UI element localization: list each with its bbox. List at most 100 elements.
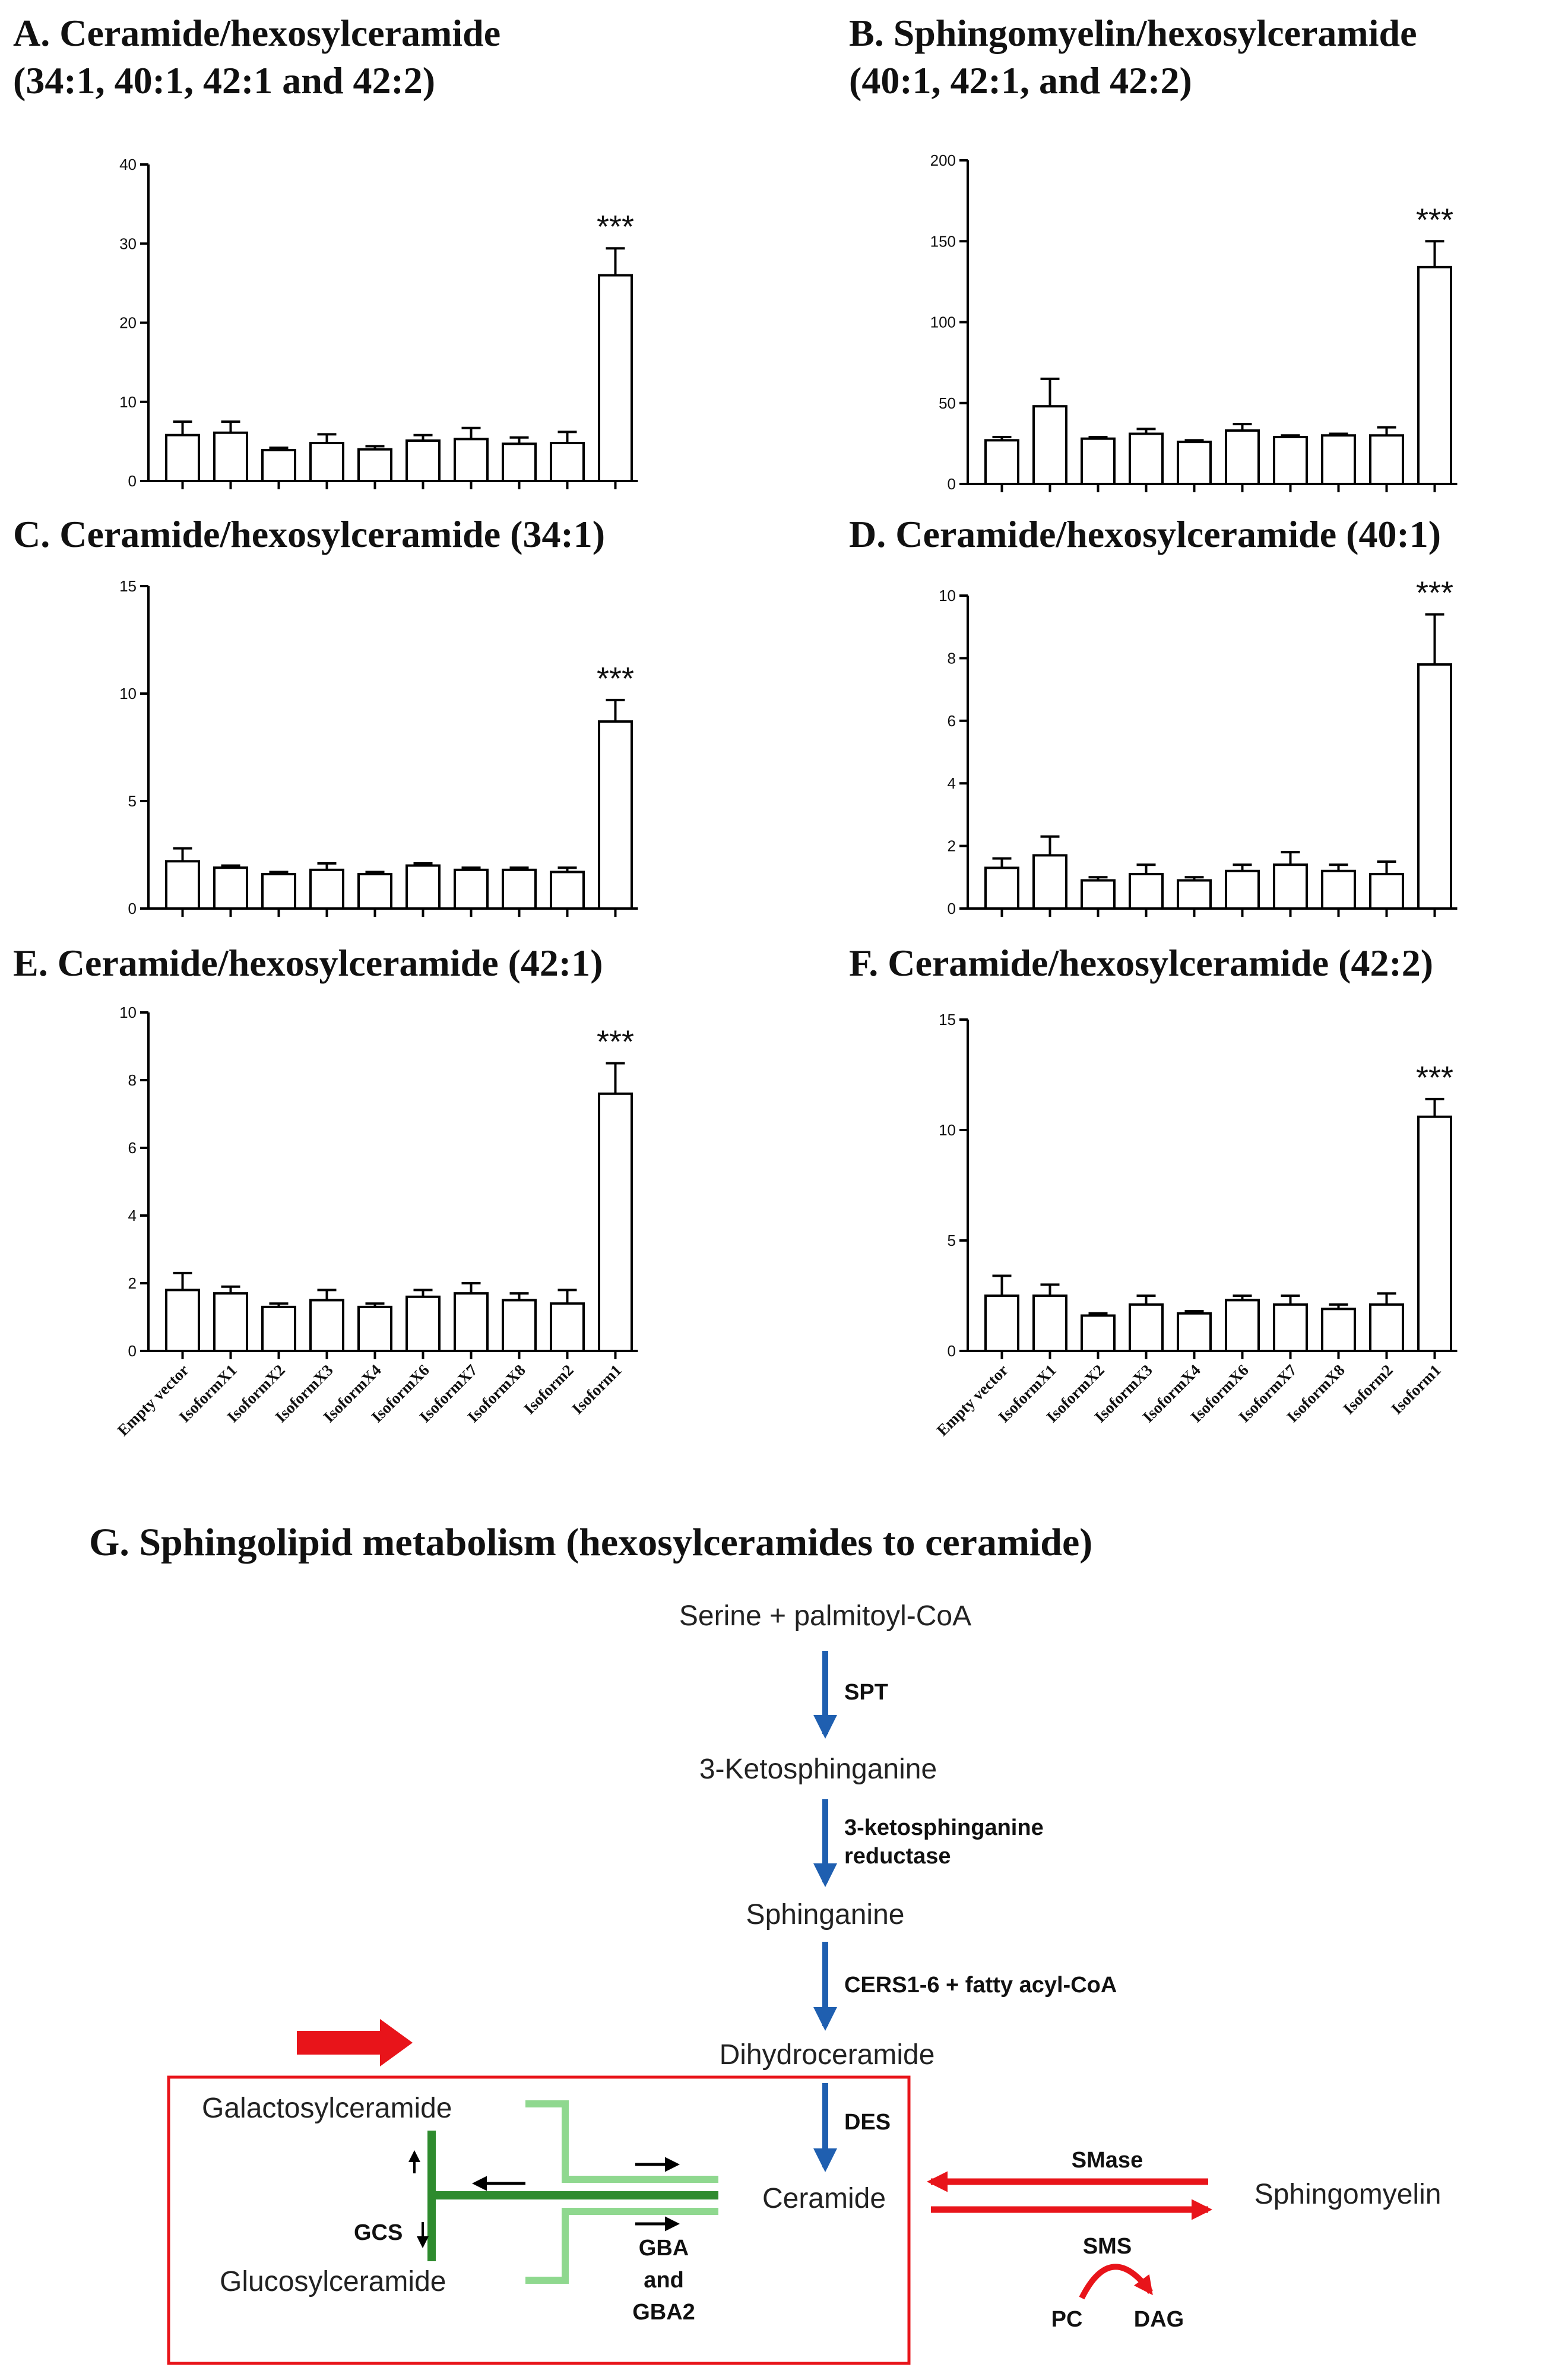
chart-d-ytick-label: 0 (948, 900, 956, 917)
enzyme-gba-line1: GBA (639, 2236, 689, 2261)
chart-e-ytick-label: 6 (128, 1139, 137, 1157)
chart-e-ytick-label: 4 (128, 1207, 137, 1224)
node-ceramide: Ceramide (762, 2183, 886, 2214)
panel-title-b-line2: (40:1, 42:1, and 42:2) (849, 59, 1192, 102)
chart-b-significance: *** (1416, 202, 1453, 238)
node-dag: DAG (1134, 2307, 1184, 2332)
chart-d-bar (1177, 879, 1212, 910)
chart-d-plot: 0 2 4 6 8 10 *** (939, 575, 1458, 917)
node-sphinganine: Sphinganine (746, 1899, 905, 1930)
chart-c-ytick-label: 15 (119, 577, 137, 595)
chart-c-bar (598, 720, 633, 910)
chart-e-ytick-label: 2 (128, 1274, 137, 1292)
chart-d-bar (1032, 854, 1067, 910)
chart-f-bar (1032, 1295, 1067, 1352)
chart-c-plot: 0 5 10 15 *** (119, 577, 638, 917)
enzyme-gba-line2: and (644, 2268, 684, 2293)
panel-title-a-line1: A. Ceramide/hexosylceramide (13, 12, 501, 54)
chart-a-ytick-label: 40 (119, 156, 137, 173)
chart-b-ytick-label: 100 (930, 314, 956, 331)
chart-c-bar (405, 864, 441, 910)
enzyme-gcs: GCS (354, 2220, 403, 2245)
chart-a-ytick-label: 20 (119, 314, 137, 332)
chart-b-ytick-label: 0 (948, 475, 956, 493)
chart-a-ytick-label: 0 (128, 472, 137, 490)
chart-a-bar (405, 439, 441, 482)
chart-e-ytick-label: 10 (119, 1004, 137, 1021)
panel-title-f-line1: F. Ceramide/hexosylceramide (42:2) (849, 942, 1434, 984)
chart-b-ytick-label: 200 (930, 151, 956, 169)
chart-f-ytick-label: 5 (948, 1232, 956, 1249)
chart-a-bar (165, 433, 200, 483)
chart-c-ytick-label: 5 (128, 792, 137, 810)
chart-c-ytick-label: 10 (119, 685, 137, 702)
enzyme-ksr-line1: 3-ketosphinganine (844, 1815, 1044, 1840)
chart-a-ytick-label: 10 (119, 393, 137, 411)
galacto-path (525, 2100, 718, 2183)
node-pc: PC (1051, 2307, 1083, 2332)
chart-a-ytick-label: 30 (119, 235, 137, 252)
enzyme-sms: SMS (1083, 2234, 1132, 2259)
panel-title-d: D. Ceramide/hexosylceramide (40:1) (849, 511, 1441, 558)
chart-b-bar (1417, 265, 1452, 485)
enzyme-spt: SPT (844, 1680, 888, 1705)
chart-e-bar (454, 1292, 489, 1353)
chart-d-bar (1321, 869, 1356, 910)
chart-a-bar (502, 442, 537, 482)
chart-f-ytick-label: 10 (939, 1121, 956, 1139)
arrow-pc-dag (1079, 2264, 1154, 2300)
panel-title-a: A. Ceramide/hexosylceramide (34:1, 40:1,… (13, 10, 500, 105)
chart-f-bar (984, 1295, 1019, 1352)
panel-title-e: E. Ceramide/hexosylceramide (42:1) (13, 939, 603, 987)
chart-d-ytick-label: 10 (939, 587, 956, 605)
chart-f-bar (1417, 1115, 1452, 1353)
chart-b-plot: 0 50 100 150 200 *** (930, 151, 1458, 493)
chart-f-ytick-label: 0 (948, 1342, 956, 1360)
chart-b-ytick-label: 150 (930, 232, 956, 250)
chart-d-ytick-label: 4 (948, 774, 956, 792)
chart-c-ytick-label: 0 (128, 900, 137, 917)
chart-d-bar (984, 866, 1019, 910)
node-sphingomyelin: Sphingomyelin (1254, 2179, 1442, 2210)
chart-d-ytick-label: 8 (948, 649, 956, 667)
hexosylceramide-box (167, 2075, 911, 2365)
panel-title-a-line2: (34:1, 40:1, 42:1 and 42:2) (13, 59, 436, 102)
node-galactosylceramide: Galactosylceramide (202, 2093, 452, 2124)
chart-e-bar (502, 1299, 537, 1352)
enzyme-gba-line3: GBA2 (632, 2300, 695, 2325)
chart-a-plot: 0 10 20 30 40 *** (119, 156, 638, 490)
panel-title-d-line1: D. Ceramide/hexosylceramide (40:1) (849, 513, 1442, 555)
chart-d-significance: *** (1416, 575, 1453, 611)
chart-a: 010203040***050100150200***051015***0246… (114, 151, 1458, 1439)
enzyme-des: DES (844, 2110, 891, 2135)
gluco-path (525, 2208, 718, 2284)
enzyme-smase: SMase (1072, 2148, 1143, 2173)
chart-c-significance: *** (597, 661, 634, 697)
panel-title-f: F. Ceramide/hexosylceramide (42:2) (849, 939, 1433, 987)
chart-f-ytick-label: 15 (939, 1011, 956, 1028)
panel-title-b-line1: B. Sphingomyelin/hexosylceramide (849, 12, 1417, 54)
chart-b-ytick-label: 50 (939, 394, 956, 412)
chart-e-ytick-label: 8 (128, 1071, 137, 1089)
chart-a-bar (454, 438, 489, 482)
chart-a-significance: *** (597, 209, 634, 245)
node-ketosphinganine: 3-Ketosphinganine (699, 1754, 937, 1785)
diagram-title: G. Sphingolipid metabolism (hexosylceram… (89, 1521, 1093, 1564)
panel-title-c: C. Ceramide/hexosylceramide (34:1) (13, 511, 605, 558)
enzyme-cers: CERS1-6 + fatty acyl-CoA (844, 1973, 1117, 1998)
chart-e-significance: *** (597, 1024, 634, 1060)
panel-title-c-line1: C. Ceramide/hexosylceramide (34:1) (13, 513, 606, 555)
chart-f-significance: *** (1416, 1060, 1453, 1096)
chart-d-bar (1081, 879, 1116, 910)
chart-e-ytick-label: 0 (128, 1342, 137, 1360)
node-serine: Serine + palmitoyl-CoA (679, 1600, 971, 1632)
highlight-arrow (297, 2019, 413, 2066)
chart-a-bar (309, 442, 344, 482)
chart-d-ytick-label: 2 (948, 837, 956, 855)
panel-title-e-line1: E. Ceramide/hexosylceramide (42:1) (13, 942, 603, 984)
chart-c-bar (309, 868, 344, 910)
node-glucosylceramide: Glucosylceramide (220, 2266, 446, 2297)
chart-d-ytick-label: 6 (948, 712, 956, 730)
